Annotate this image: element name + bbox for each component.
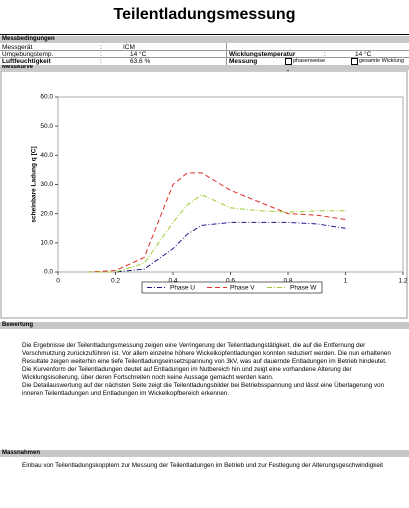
- y-tick-label: 20.0: [40, 210, 53, 217]
- label: Messgerät: [2, 44, 33, 51]
- sep: :: [100, 58, 102, 65]
- paragraph: Die Detailauswertung auf der nächsten Se…: [22, 382, 385, 397]
- value: ICM: [123, 44, 135, 51]
- series-line: [86, 172, 346, 273]
- rule: [0, 57, 409, 58]
- label: Umgebungstemp.: [2, 51, 54, 58]
- assessment-text: Die Ergebnisse der Teilentladungsmessung…: [22, 342, 402, 398]
- series-line: [86, 194, 346, 273]
- plot-area: [57, 96, 404, 273]
- y-axis-label: scheinbare Ladung q [C]: [31, 146, 38, 222]
- checkbox: [351, 58, 358, 65]
- y-tick-label: 40.0: [40, 152, 53, 159]
- paragraph: Die Kurvenform der Teilentladungen deute…: [22, 366, 352, 381]
- section-heading: Messkurve: [0, 65, 409, 70]
- sep: :: [100, 51, 102, 58]
- section-heading: Messbedingungen: [0, 36, 409, 43]
- paragraph: Einbau von Teilentladungskopplern zur Me…: [22, 462, 384, 469]
- rule: [0, 50, 409, 51]
- y-tick-label: 0.0: [44, 269, 53, 276]
- y-tick-label: 60.0: [40, 94, 53, 101]
- label: Luftfeuchtigkeit: [2, 58, 51, 65]
- y-tick-label: 30.0: [40, 181, 53, 188]
- measures-text: Einbau von Teilentladungskopplern zur Me…: [22, 462, 402, 470]
- x-tick-label: 1.2: [398, 278, 407, 285]
- header: [0, 0, 409, 35]
- series-line: [86, 221, 346, 273]
- legend: [141, 281, 323, 294]
- option: phasenweise: [293, 58, 326, 64]
- x-tick-label: 0: [56, 278, 60, 285]
- x-tick-label: 0.4: [168, 278, 177, 285]
- label: Messung: [229, 58, 258, 65]
- value: 63.6 %: [130, 58, 151, 65]
- label: Wicklungstemperatur: [229, 51, 296, 58]
- x-tick-label: 0.8: [283, 278, 292, 285]
- checkbox: [285, 58, 292, 72]
- frame: [0, 70, 408, 319]
- section-heading: Massnahmen: [0, 450, 409, 457]
- rule: [226, 43, 227, 65]
- legend-label: Phase W: [290, 285, 317, 292]
- chart: 0.0 10.0 20.0 30.0 40.0 50.0 60.0 0 0.2 0.4 0.6 0.8…: [0, 70, 408, 319]
- y-tick-label: 50.0: [40, 123, 53, 130]
- x-tick-label: 0.2: [111, 278, 120, 285]
- x-tick-label: 1: [344, 278, 348, 285]
- title: Teilentladungsmessung: [113, 6, 296, 23]
- paragraph: Die Ergebnisse der Teilentladungsmessung…: [22, 342, 391, 365]
- value: 14 °C: [130, 51, 147, 58]
- legend-label: Phase V: [230, 285, 255, 292]
- section-heading: Bewertung: [0, 322, 409, 329]
- value: 14 °C: [355, 51, 372, 58]
- y-tick-label: 10.0: [40, 240, 53, 247]
- option: gesamte Wicklung: [359, 58, 404, 64]
- sep: :: [324, 51, 326, 58]
- legend-label: Phase U: [170, 285, 195, 292]
- x-tick-label: 0.6: [226, 278, 235, 285]
- sep: :: [100, 44, 102, 51]
